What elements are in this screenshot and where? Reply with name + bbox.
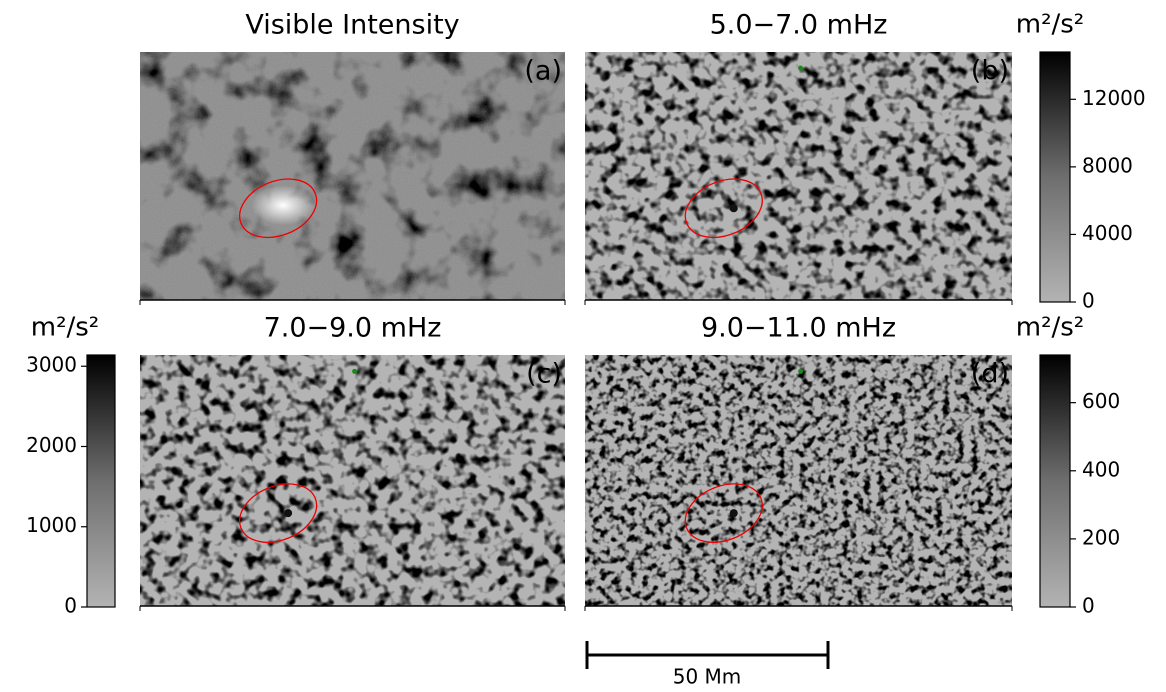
panel: 5.0−7.0 mHz (b) 0 4000 8000 12000 m²/s²	[584, 10, 1146, 313]
image-texture	[585, 52, 1012, 300]
panel: Visible Intensity (a)	[139, 10, 566, 305]
colorbar-tick-label: 2000	[26, 433, 77, 457]
panel-title: 5.0−7.0 mHz	[710, 10, 888, 41]
panel-label: (b)	[971, 56, 1009, 87]
region-outline	[684, 178, 763, 239]
region-outline	[239, 178, 318, 239]
marker	[798, 368, 804, 374]
bright-region	[251, 185, 316, 226]
colorbar	[86, 354, 116, 608]
colorbar-tick-label: 3000	[26, 353, 77, 377]
panel-title: 9.0−11.0 mHz	[701, 313, 896, 344]
panel-label: (d)	[971, 359, 1009, 390]
core	[729, 509, 738, 518]
colorbar-tick-label: 12000	[1082, 86, 1146, 110]
colorbar-label: m²/s²	[1016, 313, 1084, 343]
panel-title: Visible Intensity	[245, 10, 459, 41]
marker	[798, 65, 804, 71]
marker	[352, 368, 358, 374]
core	[729, 204, 738, 213]
core	[284, 509, 293, 518]
scale-label: 50 Mm	[673, 665, 742, 689]
scale-bar: 50 Mm	[585, 641, 830, 689]
panel-title: 7.0−9.0 mHz	[264, 313, 442, 344]
colorbar-tick-label: 0	[1082, 594, 1095, 618]
image-texture	[585, 355, 1012, 606]
colorbar-tick-label: 1000	[26, 513, 77, 537]
colorbar-tick-label: 8000	[1082, 153, 1133, 177]
colorbar-label: m²/s²	[1016, 10, 1084, 40]
image-texture	[140, 355, 565, 606]
colorbar-tick-label: 400	[1082, 457, 1120, 481]
panel-label: (a)	[524, 56, 562, 87]
colorbar-tick-label: 200	[1082, 525, 1120, 549]
panel: 7.0−9.0 mHz (c) 0 1000 2000 3000 m²/s²	[26, 313, 566, 618]
colorbar	[1039, 354, 1071, 608]
panel-label: (c)	[526, 359, 562, 390]
region-outline	[239, 483, 318, 543]
panel: 9.0−11.0 mHz (d) 0 200 400 600 m²/s²	[584, 313, 1120, 618]
colorbar	[1039, 51, 1071, 303]
colorbar-tick-label: 600	[1082, 389, 1120, 413]
panels: Visible Intensity(a)5.0−7.0 mHz(b)040008…	[26, 10, 1146, 618]
region-outline	[684, 483, 763, 543]
colorbar-tick-label: 0	[1082, 289, 1095, 313]
image-texture	[140, 52, 565, 300]
colorbar-tick-label: 4000	[1082, 221, 1133, 245]
colorbar-tick-label: 0	[64, 594, 77, 618]
colorbar-label: m²/s²	[31, 313, 99, 343]
